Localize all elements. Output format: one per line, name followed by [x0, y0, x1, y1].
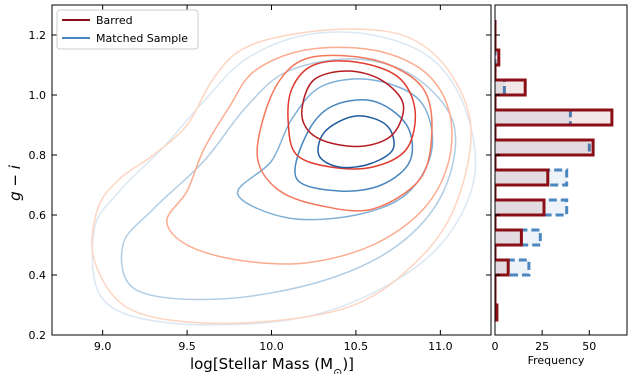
legend-label-matched-sample: Matched Sample — [96, 32, 188, 45]
hist-bar-barred-5 — [495, 230, 522, 245]
y-tick-label-1: 0.4 — [29, 269, 47, 282]
hist-bar-barred-13 — [495, 110, 612, 125]
y-tick-label-0: 0.2 — [29, 329, 47, 342]
y-tick-label-5: 1.2 — [29, 29, 47, 42]
hist-x-tick-label-0: 0 — [492, 340, 499, 353]
hist-bar-barred-3 — [495, 260, 509, 275]
histogram-axes: 0 25 50 — [492, 4, 628, 353]
hist-outline-barred — [495, 20, 614, 322]
contour-matched-level-3 — [236, 78, 434, 221]
hist-x-tick-label-1: 25 — [535, 340, 549, 353]
hist-bar-barred-17 — [495, 50, 499, 65]
contour-barred-level-5 — [300, 70, 405, 148]
contour-matched-level-4 — [294, 99, 414, 192]
contour-matched-level-5 — [317, 115, 395, 169]
x-tick-label-2: 10.0 — [259, 340, 284, 353]
hist-bar-barred-11 — [495, 140, 594, 155]
hist-bar-barred-9 — [495, 170, 548, 185]
hist-bar-matched-7 — [495, 200, 567, 215]
y-axis-title: g − i — [6, 164, 24, 201]
x-axis-title: log[Stellar Mass (M⊙)] — [190, 355, 354, 374]
x-tick-label-0: 9.0 — [94, 340, 112, 353]
y-tick-label-2: 0.6 — [29, 209, 47, 222]
y-tick-label-4: 1.0 — [29, 89, 47, 102]
contour-barred-level-4 — [287, 60, 417, 170]
x-tick-label-3: 10.5 — [344, 340, 369, 353]
x-tick-label-1: 9.5 — [178, 340, 196, 353]
hist-bar-barred-15 — [495, 80, 526, 95]
legend: Barred Matched Sample — [56, 9, 199, 50]
legend-box — [56, 9, 199, 50]
contour-layer — [91, 28, 477, 326]
contour-barred-level-2 — [166, 46, 453, 265]
contour-barred-level-3 — [256, 54, 433, 212]
y-tick-label-3: 0.8 — [29, 149, 47, 162]
hist-bar-barred-7 — [495, 200, 545, 215]
hist-bar-matched-15 — [495, 80, 505, 95]
hist-outline-matched — [495, 20, 591, 320]
contour-barred-level-1 — [91, 28, 472, 325]
histogram-layer — [495, 20, 614, 322]
hist-x-tick-label-2: 50 — [582, 340, 596, 353]
histogram-frame — [494, 4, 628, 336]
main-axes: 9.0 9.5 10.0 10.5 11.0 0.2 0.4 0.6 0.8 1.0 1.2 — [29, 4, 492, 353]
legend-label-barred: Barred — [96, 14, 133, 27]
histogram-x-axis-title: Frequency — [528, 354, 585, 367]
hist-bar-matched-13 — [495, 110, 571, 125]
hist-bar-matched-3 — [495, 260, 529, 275]
hist-bar-matched-5 — [495, 230, 541, 245]
x-tick-label-4: 11.0 — [428, 340, 453, 353]
hist-bar-matched-11 — [495, 140, 590, 155]
